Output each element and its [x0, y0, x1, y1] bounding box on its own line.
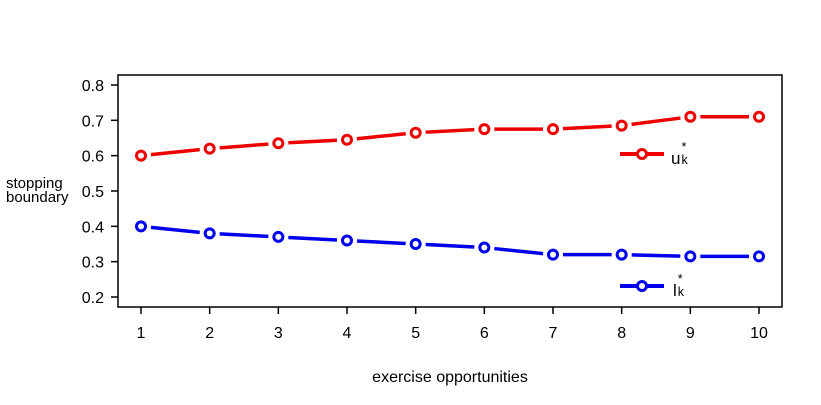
series-segment-upper-stopping-boundary: [356, 131, 406, 141]
y-tick-label: 0.3: [82, 255, 104, 272]
data-point-lower-stopping-boundary: [615, 248, 628, 261]
y-tick-label: 0.8: [82, 78, 104, 95]
x-tick-label: 1: [137, 325, 146, 342]
series-segment-lower-stopping-boundary: [288, 235, 338, 242]
series-segment-lower-stopping-boundary: [631, 253, 681, 258]
data-point-upper-stopping-boundary: [135, 149, 147, 162]
y-tick-label: 0.4: [82, 219, 104, 236]
x-tick-label: 10: [750, 325, 768, 342]
y-tick-label: 0.6: [82, 149, 104, 166]
x-tick-label: 8: [617, 325, 626, 342]
series-segment-upper-stopping-boundary: [631, 116, 681, 127]
series-segment-upper-stopping-boundary: [425, 127, 475, 134]
data-point-lower-stopping-boundary: [203, 227, 216, 240]
data-point-upper-stopping-boundary: [753, 110, 765, 123]
y-tick-label: 0.5: [82, 184, 104, 201]
series-segment-lower-stopping-boundary: [356, 239, 406, 246]
data-point-lower-stopping-boundary: [684, 250, 697, 263]
series-segment-upper-stopping-boundary: [150, 147, 200, 157]
legend-lower-subscript: k: [677, 285, 685, 299]
x-tick-label: 5: [411, 325, 420, 342]
x-tick-label: 6: [480, 325, 489, 342]
data-point-lower-stopping-boundary: [547, 248, 559, 261]
legend-lower-superscript: *: [677, 272, 683, 286]
data-point-lower-stopping-boundary: [409, 238, 422, 250]
legend-lower-scripts: * k: [678, 273, 684, 299]
series-segment-lower-stopping-boundary: [219, 232, 269, 239]
legend-upper-superscript: *: [681, 140, 687, 154]
data-point-upper-stopping-boundary: [409, 126, 422, 139]
series-segment-lower-stopping-boundary: [425, 242, 475, 249]
data-point-lower-stopping-boundary: [341, 234, 353, 247]
y-axis-title-line1: stopping: [6, 175, 63, 192]
data-point-lower-stopping-boundary: [135, 220, 147, 233]
x-tick-label: 9: [686, 325, 695, 342]
x-tick-label: 4: [343, 325, 352, 342]
data-point-upper-stopping-boundary: [684, 110, 697, 123]
series-segment-upper-stopping-boundary: [219, 142, 269, 150]
legend-upper-scripts: * k: [681, 141, 687, 167]
x-tick-label: 7: [549, 325, 558, 342]
y-tick-label: 0.2: [82, 290, 104, 307]
legend-upper-subscript: k: [681, 153, 688, 167]
y-tick-label: 0.7: [82, 113, 104, 130]
legend-lower-base: l: [673, 281, 677, 300]
data-point-lower-stopping-boundary: [753, 250, 765, 263]
series-segment-upper-stopping-boundary: [288, 138, 338, 145]
legend-marker-lower-stopping-boundary: [636, 280, 648, 292]
series-segment-lower-stopping-boundary: [494, 246, 544, 256]
x-tick-label: 3: [274, 325, 283, 342]
legend-marker-upper-stopping-boundary: [636, 148, 648, 160]
data-point-upper-stopping-boundary: [341, 133, 353, 146]
y-axis-title-line2: boundary: [6, 189, 69, 206]
series-segment-lower-stopping-boundary: [150, 225, 200, 235]
legend-upper-base: u: [671, 149, 681, 168]
data-point-lower-stopping-boundary: [478, 241, 491, 254]
x-axis-title: exercise opportunities: [372, 369, 528, 386]
series-segment-upper-stopping-boundary: [562, 124, 612, 131]
legend-label-lower-boundary: l * k: [673, 273, 684, 301]
data-point-upper-stopping-boundary: [547, 123, 559, 136]
data-point-upper-stopping-boundary: [203, 142, 216, 155]
data-point-lower-stopping-boundary: [272, 230, 285, 243]
y-axis-title: stopping boundary: [6, 175, 76, 206]
data-point-upper-stopping-boundary: [615, 119, 628, 132]
data-point-upper-stopping-boundary: [478, 123, 491, 136]
legend-label-upper-boundary: u * k: [671, 141, 688, 169]
x-tick-label: 2: [205, 325, 214, 342]
data-point-upper-stopping-boundary: [272, 137, 285, 150]
